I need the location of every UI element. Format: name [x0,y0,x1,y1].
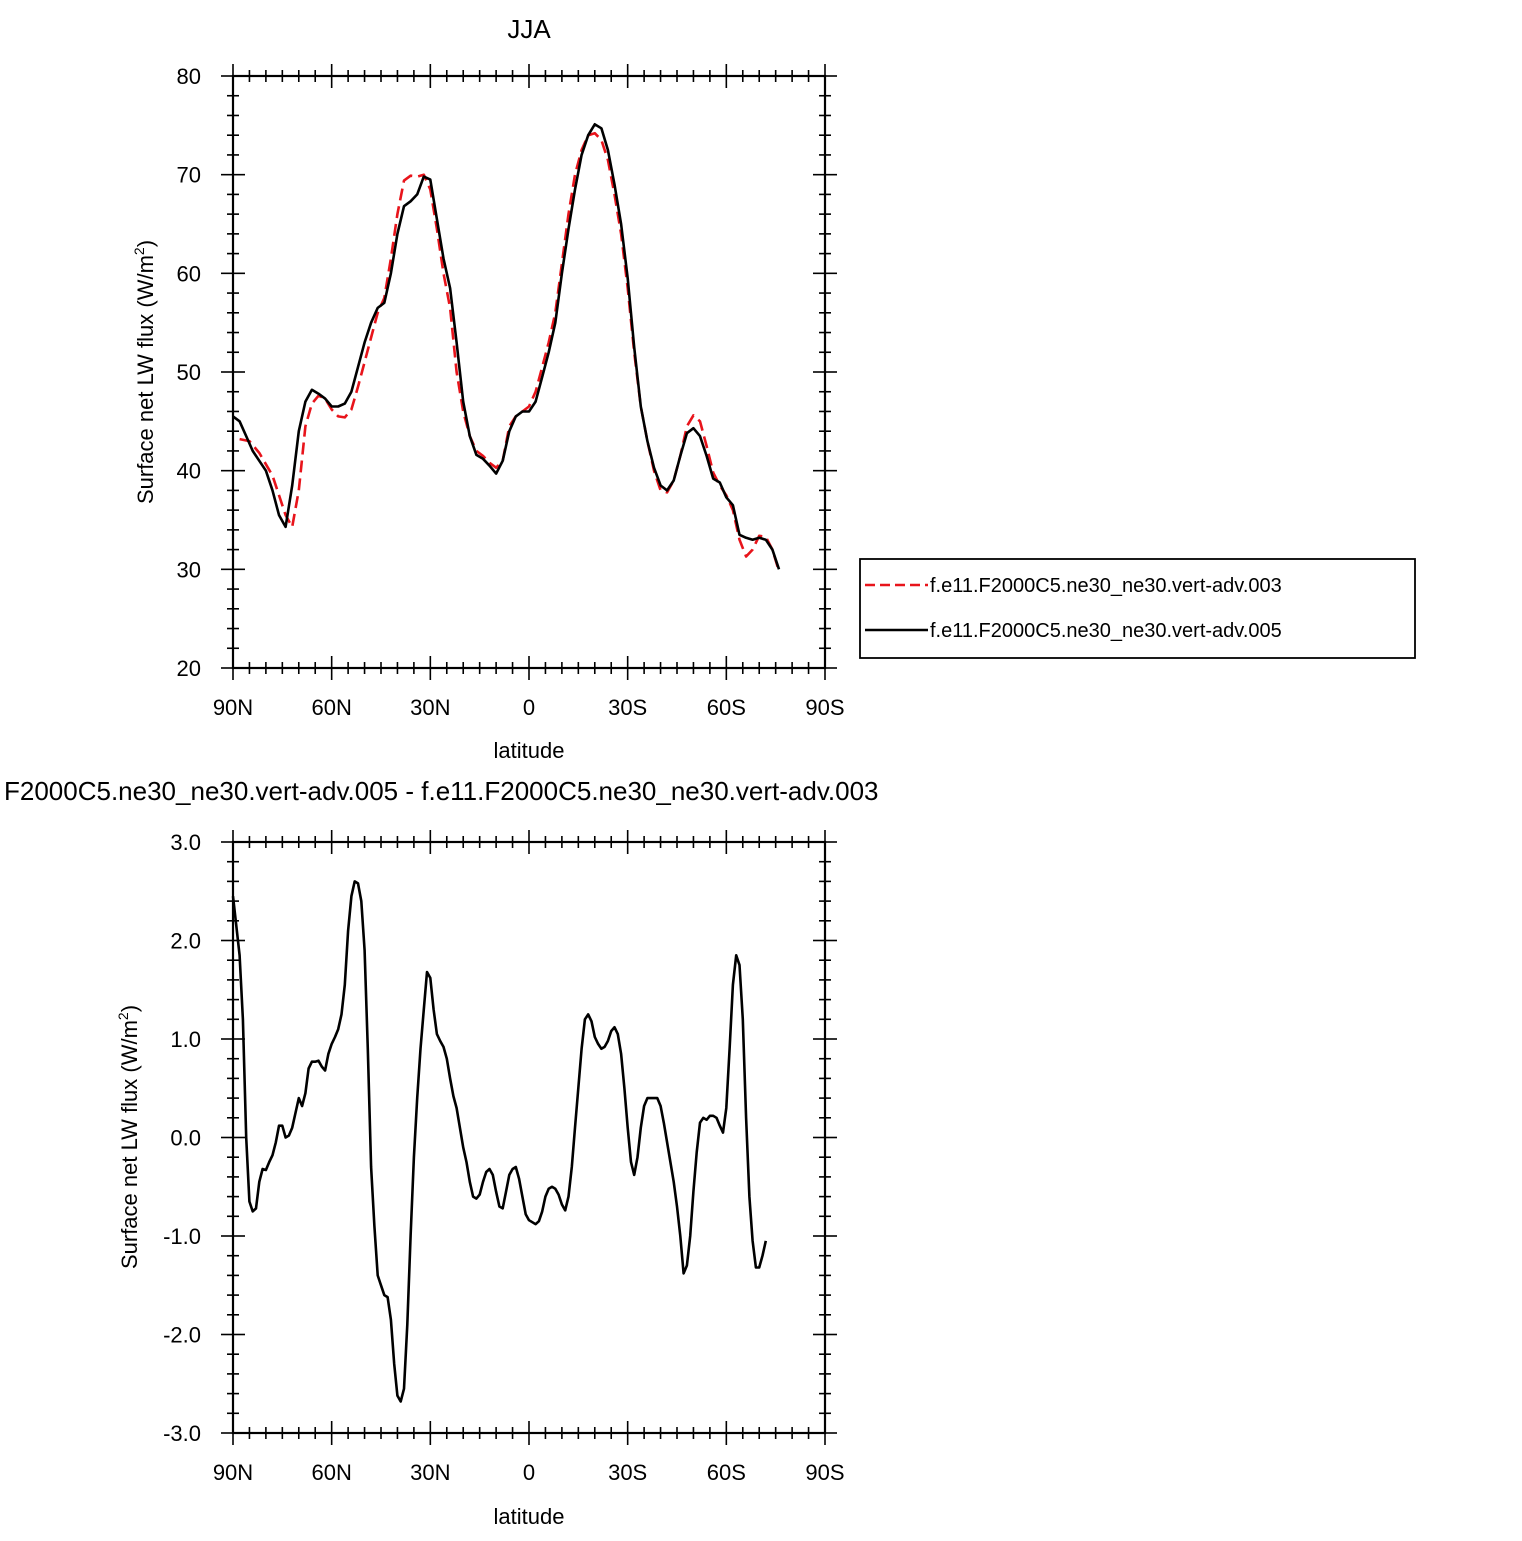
x-tick-label: 90N [213,695,253,720]
bottom-series-line-0 [231,880,768,1403]
x-tick-label: 90N [213,1460,253,1485]
y-tick-label: -1.0 [163,1224,201,1249]
x-tick-label: 30S [608,695,647,720]
legend-label-series-003: f.e11.F2000C5.ne30_ne30.vert-adv.003 [930,575,1282,597]
bottom-axis-ticks [221,830,837,1445]
top-tick-labels: 90N 60N 30N 0 30S 60S 90S 20 30 40 50 60 70 80 [177,64,845,720]
y-tick-label: 3.0 [170,830,201,855]
top-series-line-1 [232,123,781,570]
y-tick-label: 30 [177,557,201,582]
y-tick-label: 40 [177,459,201,484]
x-tick-label: 0 [523,695,535,720]
bottom-x-axis-label: latitude [494,1504,565,1529]
x-tick-label: 90S [805,695,844,720]
legend-box [859,558,1416,659]
x-tick-label: 30S [608,1460,647,1485]
top-series-group [232,123,781,572]
y-tick-label: 50 [177,360,201,385]
x-tick-label: 60N [311,1460,351,1485]
bottom-chart-title: F2000C5.ne30_ne30.vert-adv.005 - f.e11.F… [4,776,879,806]
y-tick-label: 0.0 [170,1126,201,1151]
top-series-line-0 [239,131,781,572]
y-tick-label: -2.0 [163,1323,201,1348]
top-axis-ticks [221,64,837,680]
top-x-axis-label: latitude [494,738,565,763]
bottom-chart-panel: F2000C5.ne30_ne30.vert-adv.005 - f.e11.F… [4,776,879,1529]
y-tick-label: 2.0 [170,929,201,954]
x-tick-label: 30N [410,1460,450,1485]
y-tick-label: 20 [177,656,201,681]
x-tick-label: 30N [410,695,450,720]
top-plot-frame [231,74,827,670]
y-tick-label: 70 [177,163,201,188]
y-tick-label: 1.0 [170,1027,201,1052]
x-tick-label: 60N [311,695,351,720]
x-tick-label: 60S [707,1460,746,1485]
x-tick-label: 60S [707,695,746,720]
bottom-plot-frame [231,840,827,1435]
y-tick-label: 60 [177,261,201,286]
top-chart-title: JJA [507,14,551,44]
top-y-axis-label: Surface net LW flux (W/m2) [131,240,158,504]
x-tick-label: 0 [523,1460,535,1485]
y-tick-label: -3.0 [163,1421,201,1446]
bottom-series-group [231,880,768,1403]
bottom-y-axis-label: Surface net LW flux (W/m2) [115,1005,142,1269]
top-chart-panel: JJA 90N 60N 30N 0 30S 60S 90S 20 30 40 50 60 70 80 la… [131,14,1416,763]
y-tick-label: 80 [177,64,201,89]
legend-label-series-005: f.e11.F2000C5.ne30_ne30.vert-adv.005 [930,620,1282,642]
x-tick-label: 90S [805,1460,844,1485]
legend: f.e11.F2000C5.ne30_ne30.vert-adv.003 f.e… [859,558,1416,659]
bottom-tick-labels: 90N 60N 30N 0 30S 60S 90S -3.0 -2.0 -1.0 0.0 1.0 2.0… [163,830,845,1485]
